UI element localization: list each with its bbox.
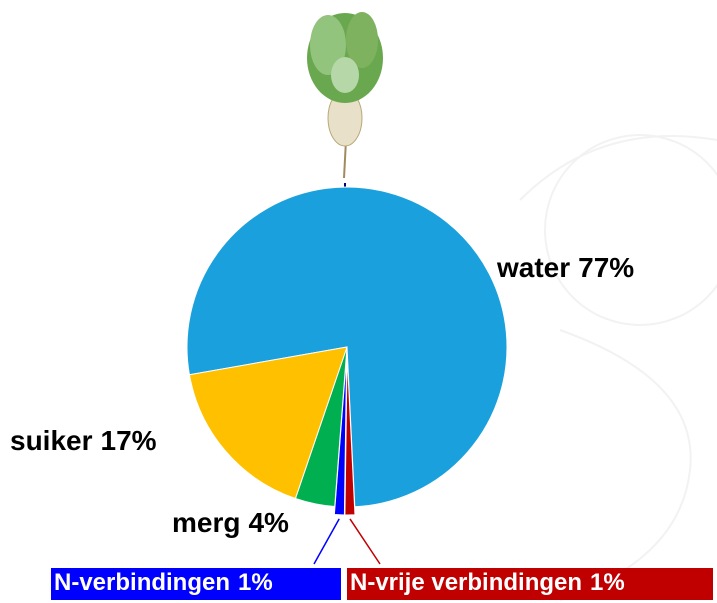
leader-line [313,518,340,565]
slice-label: water 77% [496,252,634,283]
value-label: 1% [238,569,273,596]
slice-label: N-vrije verbindingen 1% [350,569,625,596]
value-label: 77% [578,252,634,283]
label-box [51,568,341,600]
slice-label: suiker 17% [10,425,157,456]
value-label: 4% [248,507,289,538]
slice-label: N-verbindingen 1% [54,569,273,596]
category-name: N-vrije verbindingen [350,569,582,596]
watermark [519,134,717,601]
category-name: N-verbindingen [54,569,230,596]
label-box [347,568,713,600]
leader-line [349,518,381,565]
category-name: suiker [10,425,93,456]
beet-icon [307,12,383,179]
category-name: merg [172,507,240,538]
slice-label: merg 4% [172,507,289,538]
pie-slice [188,346,348,500]
value-label: 1% [590,569,625,596]
value-label: 17% [101,425,157,456]
pie-slice [344,354,356,516]
category-name: water [496,252,570,283]
